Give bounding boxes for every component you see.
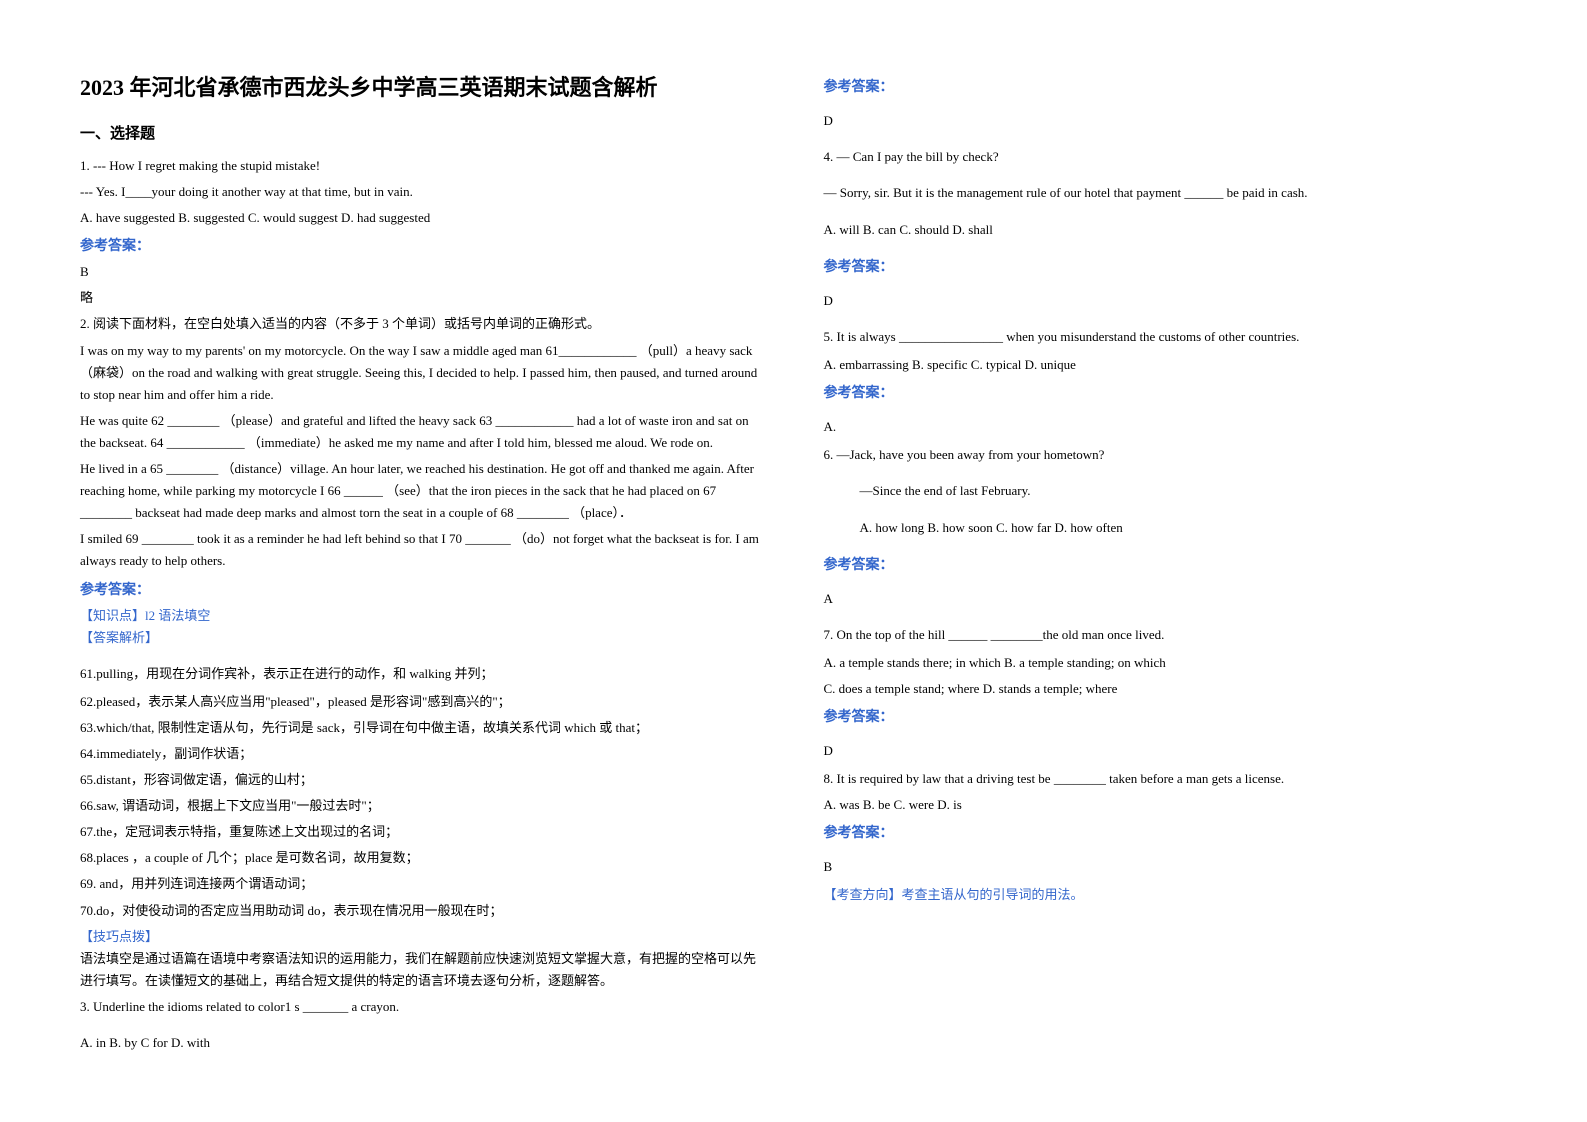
q2-explain-head: 【答案解析】 [80, 627, 764, 649]
q8-note: 【考查方向】考查主语从句的引导词的用法。 [824, 884, 1508, 906]
q2-p1: I was on my way to my parents' on my mot… [80, 340, 764, 406]
q7-line1: 7. On the top of the hill ______ _______… [824, 624, 1508, 646]
q5-line1: 5. It is always ________________ when yo… [824, 326, 1508, 348]
q2-head: 2. 阅读下面材料，在空白处填入适当的内容（不多于 3 个单词）或括号内单词的正… [80, 313, 764, 335]
q1-answer: B [80, 261, 764, 283]
q7-opt-ab: A. a temple stands there; in which B. a … [824, 652, 1508, 674]
answer-label: 参考答案： [80, 579, 764, 599]
q4-line2: — Sorry, sir. But it is the management r… [824, 182, 1508, 204]
q6-line1: 6. —Jack, have you been away from your h… [824, 444, 1508, 466]
q3-options: A. in B. by C for D. with [80, 1032, 764, 1054]
answer-label: 参考答案： [824, 554, 1508, 574]
answer-label: 参考答案： [824, 256, 1508, 276]
q1-note: 略 [80, 287, 764, 309]
q2-a3: 63.which/that, 限制性定语从句，先行词是 sack，引导词在句中做… [80, 717, 764, 739]
q2-a4: 64.immediately，副词作状语； [80, 743, 764, 765]
q6-line2: —Since the end of last February. [860, 480, 1508, 502]
answer-label: 参考答案： [824, 382, 1508, 402]
answer-label: 参考答案： [824, 706, 1508, 726]
q2-p3: He lived in a 65 ________ （distance）vill… [80, 458, 764, 524]
q2-a7: 67.the，定冠词表示特指，重复陈述上文出现过的名词； [80, 821, 764, 843]
q6-answer: A [824, 588, 1508, 610]
q2-a2: 62.pleased，表示某人高兴应当用"pleased"，pleased 是形… [80, 691, 764, 713]
section-heading: 一、选择题 [80, 122, 764, 143]
q6-options: A. how long B. how soon C. how far D. ho… [860, 516, 1508, 539]
q1-options: A. have suggested B. suggested C. would … [80, 207, 764, 229]
q2-a9: 69. and，用并列连词连接两个谓语动词； [80, 873, 764, 895]
q7-answer: D [824, 740, 1508, 762]
q2-a1: 61.pulling，用现在分词作宾补，表示正在进行的动作，和 walking … [80, 663, 764, 685]
document-title: 2023 年河北省承德市西龙头乡中学高三英语期末试题含解析 [80, 70, 764, 102]
q2-tip: 语法填空是通过语篇在语境中考察语法知识的运用能力，我们在解题前应快速浏览短文掌握… [80, 948, 764, 992]
q2-knowledge: 【知识点】l2 语法填空 [80, 605, 764, 627]
q2-a10: 70.do，对使役动词的否定应当用助动词 do，表示现在情况用一般现在时； [80, 900, 764, 922]
q4-options: A. will B. can C. should D. shall [824, 218, 1508, 241]
left-column: 2023 年河北省承德市西龙头乡中学高三英语期末试题含解析 一、选择题 1. -… [50, 70, 794, 1082]
q5-answer: A. [824, 416, 1508, 438]
q1-line1: 1. --- How I regret making the stupid mi… [80, 155, 764, 177]
q5-options: A. embarrassing B. specific C. typical D… [824, 354, 1508, 376]
answer-label: 参考答案： [824, 76, 1508, 96]
q3-answer: D [824, 110, 1508, 132]
q2-p4: I smiled 69 ________ took it as a remind… [80, 528, 764, 572]
answer-label: 参考答案： [80, 235, 764, 255]
q8-line1: 8. It is required by law that a driving … [824, 768, 1508, 790]
q8-options: A. was B. be C. were D. is [824, 794, 1508, 816]
q4-answer: D [824, 290, 1508, 312]
q2-p2: He was quite 62 ________ （please）and gra… [80, 410, 764, 454]
q7-opt-cd: C. does a temple stand; where D. stands … [824, 678, 1508, 700]
q3-line1: 3. Underline the idioms related to color… [80, 996, 764, 1018]
q4-line1: 4. — Can I pay the bill by check? [824, 146, 1508, 168]
right-column: 参考答案： D 4. — Can I pay the bill by check… [794, 70, 1538, 1082]
q1-line2: --- Yes. I____your doing it another way … [80, 181, 764, 203]
q2-a8: 68.places ，a couple of 几个；place 是可数名词，故用… [80, 847, 764, 869]
q2-a5: 65.distant，形容词做定语，偏远的山村； [80, 769, 764, 791]
q8-answer: B [824, 856, 1508, 878]
q2-a6: 66.saw, 谓语动词，根据上下文应当用"一般过去时"； [80, 795, 764, 817]
answer-label: 参考答案： [824, 822, 1508, 842]
q2-tip-head: 【技巧点拨】 [80, 926, 764, 948]
